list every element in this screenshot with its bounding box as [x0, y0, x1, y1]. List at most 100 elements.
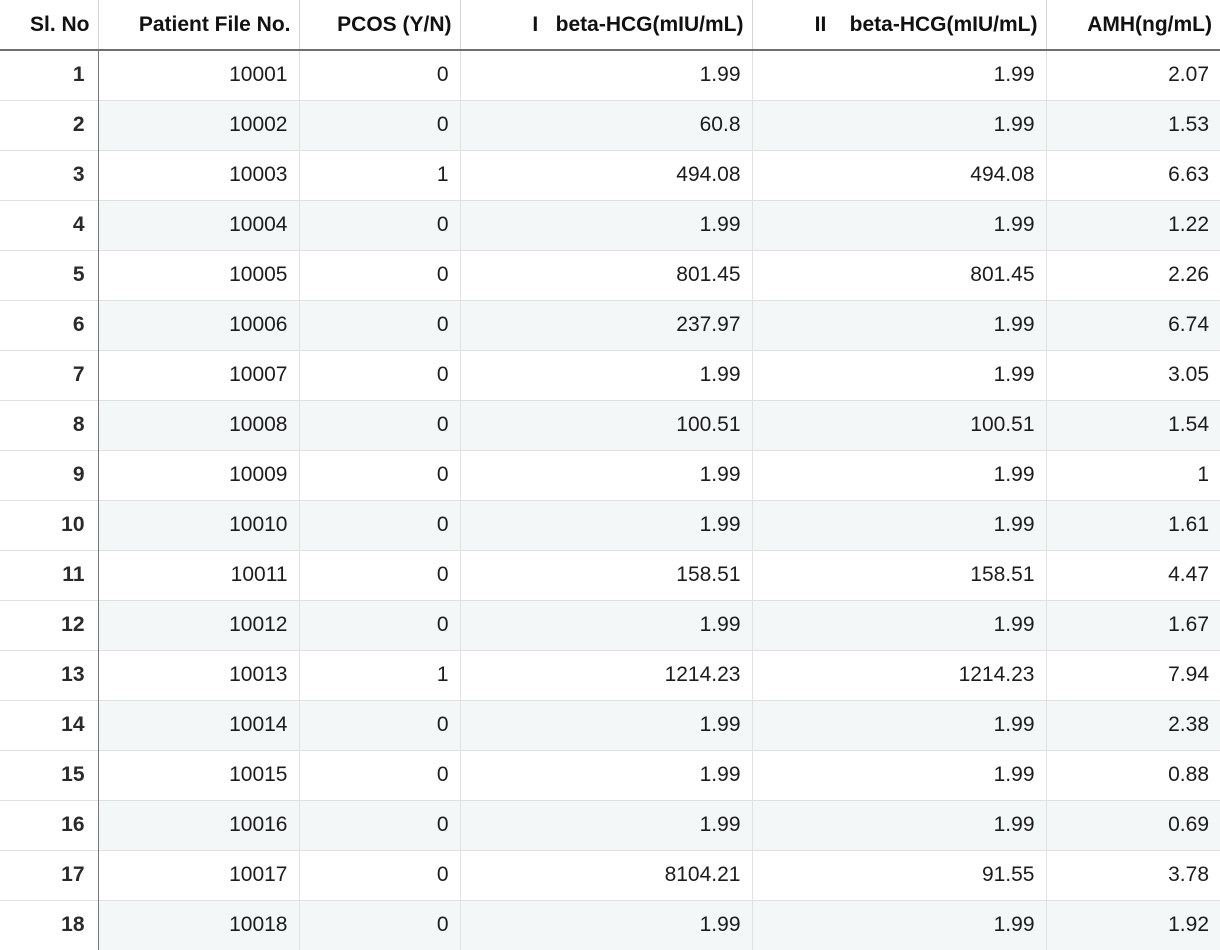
amh-cell[interactable]: 6.63	[1045, 149, 1220, 200]
amh-cell[interactable]: 3.78	[1045, 849, 1220, 900]
amh-cell[interactable]: 2.07	[1045, 50, 1220, 100]
patient-file-no-cell[interactable]: 10002	[97, 99, 299, 150]
patient-file-no-cell[interactable]: 10010	[97, 499, 299, 550]
beta-hcg-2-cell[interactable]: 1.99	[751, 899, 1046, 950]
beta-hcg-1-cell[interactable]: 237.97	[459, 299, 752, 350]
amh-cell[interactable]: 4.47	[1045, 549, 1220, 600]
beta-hcg-1-cell[interactable]: 1.99	[459, 799, 752, 850]
beta-hcg-1-cell[interactable]: 801.45	[459, 249, 752, 300]
sl-no-cell: 1	[72, 63, 85, 87]
patient-file-no-cell[interactable]: 10006	[97, 299, 299, 350]
amh-cell[interactable]: 1.92	[1045, 899, 1220, 950]
patient-file-no-cell[interactable]: 10016	[97, 799, 299, 850]
beta-hcg-2-cell[interactable]: 1.99	[751, 749, 1046, 800]
amh-cell[interactable]: 1.53	[1045, 99, 1220, 150]
amh-cell[interactable]: 0.88	[1045, 749, 1220, 800]
amh-cell[interactable]: 6.74	[1045, 299, 1220, 350]
pcos-cell[interactable]: 0	[298, 199, 460, 250]
pcos-cell[interactable]: 0	[298, 399, 460, 450]
beta-hcg-1-cell[interactable]: 1.99	[459, 199, 752, 250]
pcos-cell[interactable]: 0	[298, 50, 460, 100]
pcos-cell[interactable]: 0	[298, 349, 460, 400]
amh-cell[interactable]: 7.94	[1045, 649, 1220, 700]
patient-file-no-cell[interactable]: 10007	[97, 349, 299, 400]
beta-hcg-2-cell[interactable]: 1.99	[751, 449, 1046, 500]
beta-hcg-2-cell[interactable]: 1.99	[751, 199, 1046, 250]
column-header-beta-hcg-2[interactable]: II beta-HCG(mIU/mL)	[751, 0, 1046, 51]
beta-hcg-2-cell[interactable]: 91.55	[751, 849, 1046, 900]
amh-cell[interactable]: 3.05	[1045, 349, 1220, 400]
patient-file-no-cell[interactable]: 10003	[97, 149, 299, 200]
beta-hcg-1-cell[interactable]: 1.99	[459, 349, 752, 400]
beta-hcg-2-cell[interactable]: 801.45	[751, 249, 1046, 300]
beta-hcg-1-cell[interactable]: 1.99	[459, 749, 752, 800]
pcos-cell[interactable]: 0	[298, 99, 460, 150]
sl-no-cell: 12	[0, 599, 98, 650]
pcos-cell[interactable]: 0	[298, 299, 460, 350]
pcos-cell[interactable]: 0	[298, 499, 460, 550]
beta-hcg-2-cell[interactable]: 1.99	[751, 50, 1046, 100]
column-header-pcos[interactable]: PCOS (Y/N)	[298, 0, 460, 51]
amh-cell[interactable]: 2.38	[1045, 699, 1220, 750]
amh-cell[interactable]: 0.69	[1045, 799, 1220, 850]
beta-hcg-2-cell[interactable]: 1.99	[751, 699, 1046, 750]
beta-hcg-2-cell[interactable]: 1.99	[751, 299, 1046, 350]
pcos-cell[interactable]: 0	[298, 549, 460, 600]
beta-hcg-1-cell[interactable]: 1214.23	[459, 649, 752, 700]
patient-file-no-cell[interactable]: 10008	[97, 399, 299, 450]
pcos-cell[interactable]: 1	[298, 649, 460, 700]
table-row: 10 10010 0 1.99 1.99 1.61	[0, 499, 1220, 550]
amh-cell[interactable]: 2.26	[1045, 249, 1220, 300]
patient-file-no-cell[interactable]: 10013	[97, 649, 299, 700]
beta-hcg-2-cell[interactable]: 100.51	[751, 399, 1046, 450]
pcos-cell[interactable]: 0	[298, 599, 460, 650]
amh-cell[interactable]: 1.61	[1045, 499, 1220, 550]
beta-hcg-1-cell[interactable]: 1.99	[459, 50, 752, 100]
amh-cell[interactable]: 1	[1045, 449, 1220, 500]
patient-file-no-cell[interactable]: 10012	[97, 599, 299, 650]
beta-hcg-2-cell[interactable]: 158.51	[751, 549, 1046, 600]
patient-file-no-cell[interactable]: 10018	[97, 899, 299, 950]
patient-file-no-cell[interactable]: 10014	[97, 699, 299, 750]
pcos-cell[interactable]: 1	[298, 149, 460, 200]
patient-file-no-cell[interactable]: 10009	[97, 449, 299, 500]
pcos-cell[interactable]: 0	[298, 849, 460, 900]
beta-hcg-1-cell[interactable]: 1.99	[459, 899, 752, 950]
column-header-beta-hcg-1[interactable]: I beta-HCG(mIU/mL)	[459, 0, 752, 51]
table-row: 15 10015 0 1.99 1.99 0.88	[0, 749, 1220, 800]
pcos-cell[interactable]: 0	[298, 449, 460, 500]
beta-hcg-2-cell[interactable]: 1.99	[751, 799, 1046, 850]
patient-file-no-cell[interactable]: 10017	[97, 849, 299, 900]
column-header-sl-no[interactable]: Sl. No	[0, 0, 98, 51]
beta-hcg-1-cell[interactable]: 494.08	[459, 149, 752, 200]
column-header-patient-file-no[interactable]: Patient File No.	[97, 0, 299, 51]
beta-hcg-2-cell[interactable]: 1.99	[751, 599, 1046, 650]
beta-hcg-1-cell[interactable]: 100.51	[459, 399, 752, 450]
pcos-cell[interactable]: 0	[298, 249, 460, 300]
patient-file-no-cell[interactable]: 10001	[97, 50, 299, 100]
patient-file-no-cell[interactable]: 10015	[97, 749, 299, 800]
beta-hcg-1-cell[interactable]: 8104.21	[459, 849, 752, 900]
beta-hcg-1-cell[interactable]: 158.51	[459, 549, 752, 600]
patient-file-no-cell[interactable]: 10004	[97, 199, 299, 250]
column-header-amh[interactable]: AMH(ng/mL)	[1045, 0, 1220, 51]
amh-cell[interactable]: 1.67	[1045, 599, 1220, 650]
beta-hcg-2-cell[interactable]: 1214.23	[751, 649, 1046, 700]
beta-hcg-1-cell[interactable]: 1.99	[459, 449, 752, 500]
beta-hcg-1-cell[interactable]: 60.8	[459, 99, 752, 150]
amh-cell[interactable]: 1.22	[1045, 199, 1220, 250]
patient-file-no-cell[interactable]: 10005	[97, 249, 299, 300]
pcos-cell[interactable]: 0	[298, 749, 460, 800]
beta-hcg-2-cell[interactable]: 1.99	[751, 499, 1046, 550]
beta-hcg-1-cell[interactable]: 1.99	[459, 599, 752, 650]
beta-hcg-2-cell[interactable]: 494.08	[751, 149, 1046, 200]
beta-hcg-2-cell[interactable]: 1.99	[751, 349, 1046, 400]
beta-hcg-1-cell[interactable]: 1.99	[459, 499, 752, 550]
pcos-cell[interactable]: 0	[298, 899, 460, 950]
pcos-cell[interactable]: 0	[298, 699, 460, 750]
beta-hcg-1-cell[interactable]: 1.99	[459, 699, 752, 750]
patient-file-no-cell[interactable]: 10011	[97, 549, 299, 600]
beta-hcg-2-cell[interactable]: 1.99	[751, 99, 1046, 150]
pcos-cell[interactable]: 0	[298, 799, 460, 850]
amh-cell[interactable]: 1.54	[1045, 399, 1220, 450]
